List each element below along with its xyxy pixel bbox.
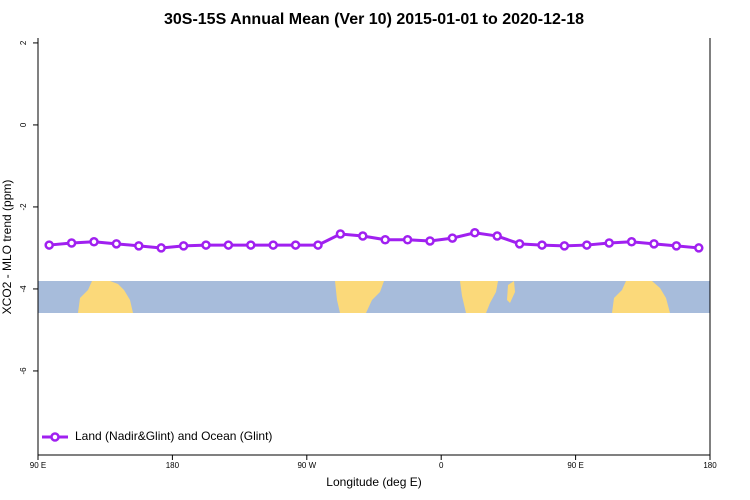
- x-tick-label: 90 E: [30, 461, 46, 470]
- data-point: [335, 229, 346, 239]
- data-point: [246, 240, 256, 250]
- data-point: [111, 239, 122, 249]
- data-point: [313, 240, 323, 250]
- data-point: [156, 243, 166, 253]
- y-tick-label: -4: [19, 285, 28, 293]
- data-point: [514, 239, 525, 249]
- y-tick-label: -2: [19, 203, 28, 211]
- x-tick-label: 0: [439, 461, 444, 470]
- chart-title: 30S-15S Annual Mean (Ver 10) 2015-01-01 …: [164, 11, 584, 28]
- data-point: [380, 234, 390, 245]
- data-point: [44, 240, 54, 250]
- x-tick-label: 90 W: [297, 461, 316, 470]
- x-tick-label: 180: [703, 461, 717, 470]
- data-point: [268, 240, 278, 250]
- y-tick-label: -6: [19, 367, 28, 375]
- data-point: [649, 239, 659, 249]
- data-point: [66, 238, 77, 248]
- data-point: [134, 241, 144, 251]
- data-point: [425, 236, 435, 246]
- data-point: [492, 231, 502, 241]
- data-point: [223, 240, 234, 250]
- data-point: [604, 238, 614, 248]
- data-point: [582, 240, 592, 250]
- axes: [37, 38, 711, 456]
- data-point: [671, 241, 682, 251]
- x-tick-label: 90 E: [567, 461, 583, 470]
- data-point: [89, 237, 99, 247]
- data-point: [358, 231, 368, 241]
- data-point: [470, 228, 480, 238]
- x-axis-label: Longitude (deg E): [326, 475, 421, 489]
- data-point: [290, 240, 301, 250]
- data-point: [694, 243, 704, 253]
- data-point: [447, 233, 458, 243]
- legend-text: Land (Nadir&Glint) and Ocean (Glint): [75, 429, 272, 443]
- data-point: [402, 234, 413, 245]
- y-tick-label: 2: [19, 40, 28, 45]
- map-strip: [38, 281, 710, 313]
- data-point: [537, 240, 547, 250]
- y-tick-label: 0: [19, 122, 28, 127]
- series-line: [49, 231, 699, 250]
- data-point: [559, 241, 570, 251]
- legend-marker: [50, 432, 60, 442]
- y-axis-label: XCO2 - MLO trend (ppm): [0, 180, 14, 315]
- data-point: [626, 237, 637, 247]
- data-point: [201, 240, 211, 250]
- data-point: [178, 241, 189, 251]
- x-tick-label: 180: [166, 461, 180, 470]
